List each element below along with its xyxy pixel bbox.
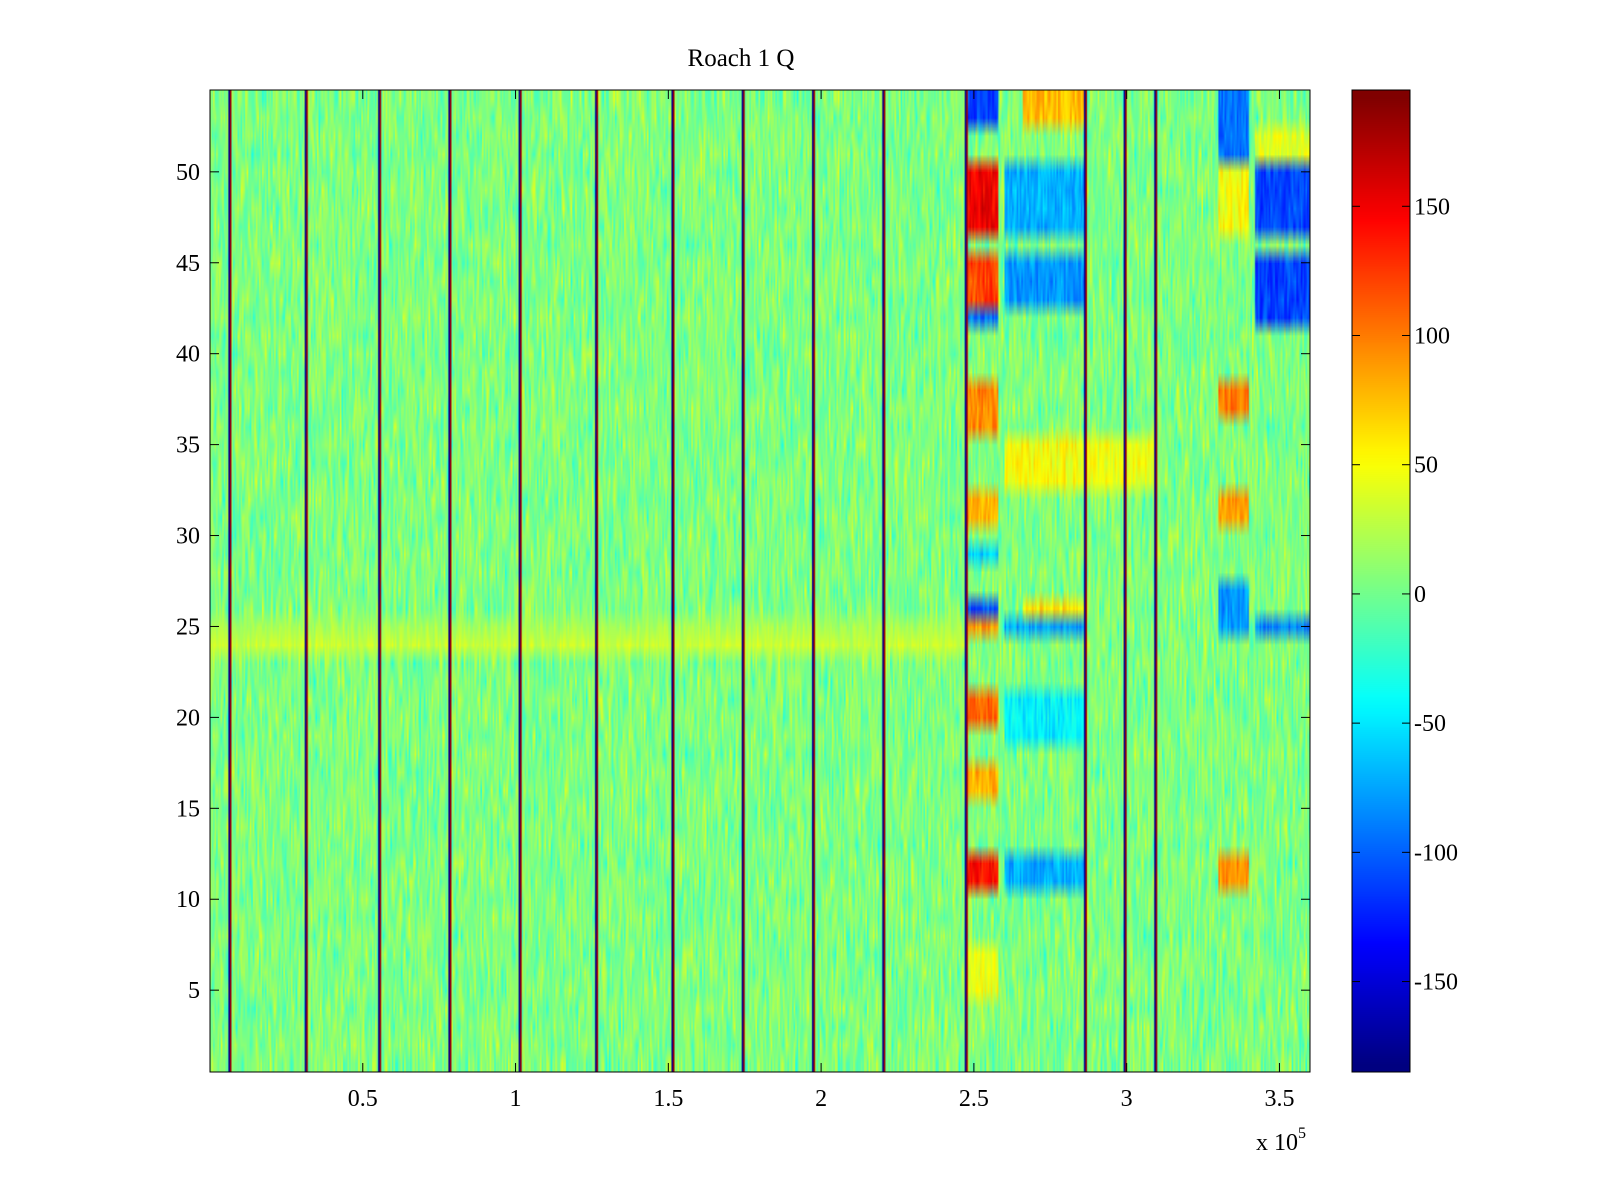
colorbar-tick-label: 150 <box>1414 194 1450 220</box>
colorbar-tick-label: 50 <box>1414 453 1438 479</box>
colorbar-gradient <box>1352 90 1410 1072</box>
y-tick-label: 30 <box>176 524 200 550</box>
heatmap-plot-area <box>209 89 1311 1073</box>
colorbar-tick-label: 0 <box>1414 582 1426 608</box>
x-tick-label: 3 <box>1121 1086 1133 1112</box>
x-axis: 0.5 1 1.5 2 2.5 3 3.5 <box>348 90 1294 1112</box>
colorbar-frame <box>1351 89 1411 1073</box>
x-tick-label: 3.5 <box>1264 1086 1294 1112</box>
plot-frame <box>209 89 1311 1073</box>
y-tick-label: 45 <box>176 251 200 277</box>
x-tick-label: 1.5 <box>653 1086 683 1112</box>
x-axis-exponent-power: 5 <box>1298 1125 1306 1142</box>
x-tick-label: 1 <box>510 1086 522 1112</box>
y-tick-label: 15 <box>176 796 200 822</box>
y-tick-label: 5 <box>188 978 200 1004</box>
colorbar-tick-label: 100 <box>1414 324 1450 350</box>
x-tick-label: 2.5 <box>959 1086 989 1112</box>
y-tick-label: 10 <box>176 887 200 913</box>
colorbar: -150 -100 -50 0 50 100 150 <box>1351 89 1458 1073</box>
y-tick-label: 50 <box>176 160 200 186</box>
y-tick-label: 40 <box>176 342 200 368</box>
heatmap-image <box>210 90 1310 1072</box>
colorbar-tick-label: -150 <box>1414 970 1458 996</box>
x-axis-exponent-base: x 10 <box>1256 1130 1298 1156</box>
x-tick-label: 0.5 <box>348 1086 378 1112</box>
y-axis: 5 10 15 20 25 30 35 40 45 50 <box>176 160 1310 1004</box>
colorbar-tick-label: -50 <box>1414 711 1446 737</box>
colorbar-ticks: -150 -100 -50 0 50 100 150 <box>1352 194 1458 996</box>
chart-title: Roach 1 Q <box>688 45 795 72</box>
y-tick-label: 35 <box>176 433 200 459</box>
x-axis-exponent: x 105 <box>1256 1125 1306 1156</box>
y-tick-label: 20 <box>176 705 200 731</box>
y-tick-label: 25 <box>176 614 200 640</box>
x-tick-label: 2 <box>815 1086 827 1112</box>
colorbar-tick-label: -100 <box>1414 840 1458 866</box>
